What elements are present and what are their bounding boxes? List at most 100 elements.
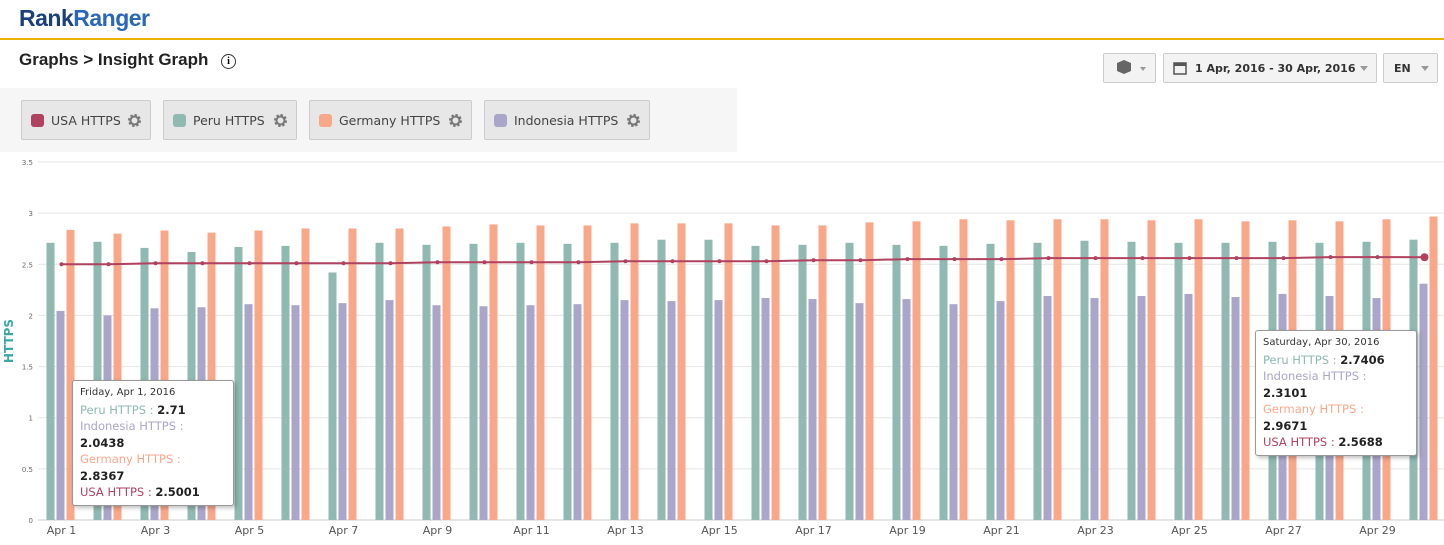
tooltip-row: Germany HTTPS 2.8367 (80, 451, 226, 484)
logo[interactable]: RankRanger (19, 5, 150, 32)
tooltip-value: 2.7406 (1340, 352, 1385, 367)
tooltip-value: 2.5001 (155, 485, 200, 499)
bar (1006, 220, 1015, 520)
tooltip-series: Indonesia HTTPS (80, 419, 184, 433)
legend-label: Peru HTTPS (193, 113, 265, 128)
bar (1137, 295, 1146, 520)
bar (573, 304, 582, 520)
point (1420, 253, 1429, 262)
bar (620, 300, 629, 520)
date-range-dropdown[interactable]: 1 Apr, 2016 - 30 Apr, 2016 (1163, 53, 1377, 83)
x-tick-label: Apr 23 (1077, 524, 1114, 537)
x-tick-label: Apr 27 (1265, 524, 1302, 537)
legend-button[interactable]: Peru HTTPS (163, 100, 297, 140)
point (858, 258, 863, 263)
legend-button[interactable]: Germany HTTPS (309, 100, 472, 140)
x-tick-label: Apr 19 (889, 524, 926, 537)
bar (714, 300, 723, 520)
bar (865, 222, 874, 520)
bar (583, 225, 592, 520)
view-dropdown[interactable] (1103, 53, 1156, 83)
bar (845, 242, 854, 520)
tooltip-title: Saturday, Apr 30, 2016 (1263, 337, 1380, 348)
bar (855, 303, 864, 520)
bar (1241, 221, 1250, 520)
tooltip-row: Germany HTTPS 2.9671 (1263, 401, 1409, 434)
bar (1184, 293, 1193, 520)
tooltip-series: Peru HTTPS (1263, 353, 1340, 367)
bar (1033, 242, 1042, 520)
point (1140, 256, 1145, 261)
bar (479, 306, 488, 520)
point (1328, 255, 1333, 260)
bar (798, 244, 807, 520)
legend-swatch (31, 114, 44, 127)
bar (996, 301, 1005, 520)
bar (56, 310, 65, 520)
date-range: 1 Apr, 2016 - 30 Apr, 2016 (1195, 62, 1356, 75)
point (952, 257, 957, 262)
bar (348, 228, 357, 520)
x-tick-label: Apr 5 (235, 524, 265, 537)
bar (724, 223, 733, 520)
tooltip-value: 2.5688 (1338, 435, 1383, 449)
gear-icon (627, 114, 640, 127)
y-tick-label: 2.5 (22, 261, 33, 269)
gear (628, 115, 639, 126)
bar (657, 239, 666, 521)
tooltip-series: Germany HTTPS (80, 452, 181, 466)
point (999, 257, 1004, 262)
y-axis-label: HTTPS (2, 319, 16, 363)
bar (1174, 242, 1183, 520)
point (388, 261, 393, 266)
y-tick-label: 3.5 (22, 159, 33, 167)
gear (275, 115, 286, 126)
point (1375, 255, 1380, 260)
legend-label: Germany HTTPS (339, 113, 441, 128)
bar (677, 223, 686, 520)
x-tick-label: Apr 21 (983, 524, 1020, 537)
info-icon[interactable]: i (221, 54, 236, 69)
point (294, 261, 299, 266)
bar (442, 226, 451, 520)
point (341, 261, 346, 266)
tooltip-title: Friday, Apr 1, 2016 (80, 387, 176, 398)
point (106, 262, 111, 267)
y-tick-label: 0.5 (22, 466, 33, 474)
bar (244, 304, 253, 520)
legend-button[interactable]: Indonesia HTTPS (484, 100, 650, 140)
bar (432, 305, 441, 520)
bar (818, 225, 827, 520)
tooltip: Saturday, Apr 30, 2016 Peru HTTPS2.7406In… (1255, 330, 1417, 456)
language-dropdown[interactable]: EN (1383, 53, 1438, 83)
point (247, 261, 252, 266)
bar (892, 244, 901, 520)
tooltip-value: 2.0438 (80, 435, 125, 450)
bar (536, 225, 545, 520)
bar (254, 230, 263, 520)
point (811, 258, 816, 263)
gear-icon (274, 114, 287, 127)
bar (1100, 219, 1109, 520)
gear-icon (128, 114, 141, 127)
legend-label: USA HTTPS (51, 113, 121, 128)
bar (959, 219, 968, 520)
bar (422, 244, 431, 520)
bar (516, 242, 525, 520)
tooltip-row: USA HTTPS2.5688 (1263, 434, 1409, 451)
icon (1421, 66, 1429, 71)
y-tick-label: 1 (29, 415, 33, 423)
legend-button[interactable]: USA HTTPS (21, 100, 151, 140)
line (61, 256, 1425, 266)
bar (385, 300, 394, 520)
x-tick-label: Apr 1 (47, 524, 77, 537)
point (200, 261, 205, 266)
x-tick-label: Apr 25 (1171, 524, 1208, 537)
tooltip-series: USA HTTPS (1263, 435, 1338, 449)
gear (450, 115, 461, 126)
tooltip-value: 2.3101 (1263, 385, 1308, 400)
x-tick-label: Apr 9 (423, 524, 453, 537)
tooltip-row: Indonesia HTTPS 2.3101 (1263, 368, 1409, 401)
